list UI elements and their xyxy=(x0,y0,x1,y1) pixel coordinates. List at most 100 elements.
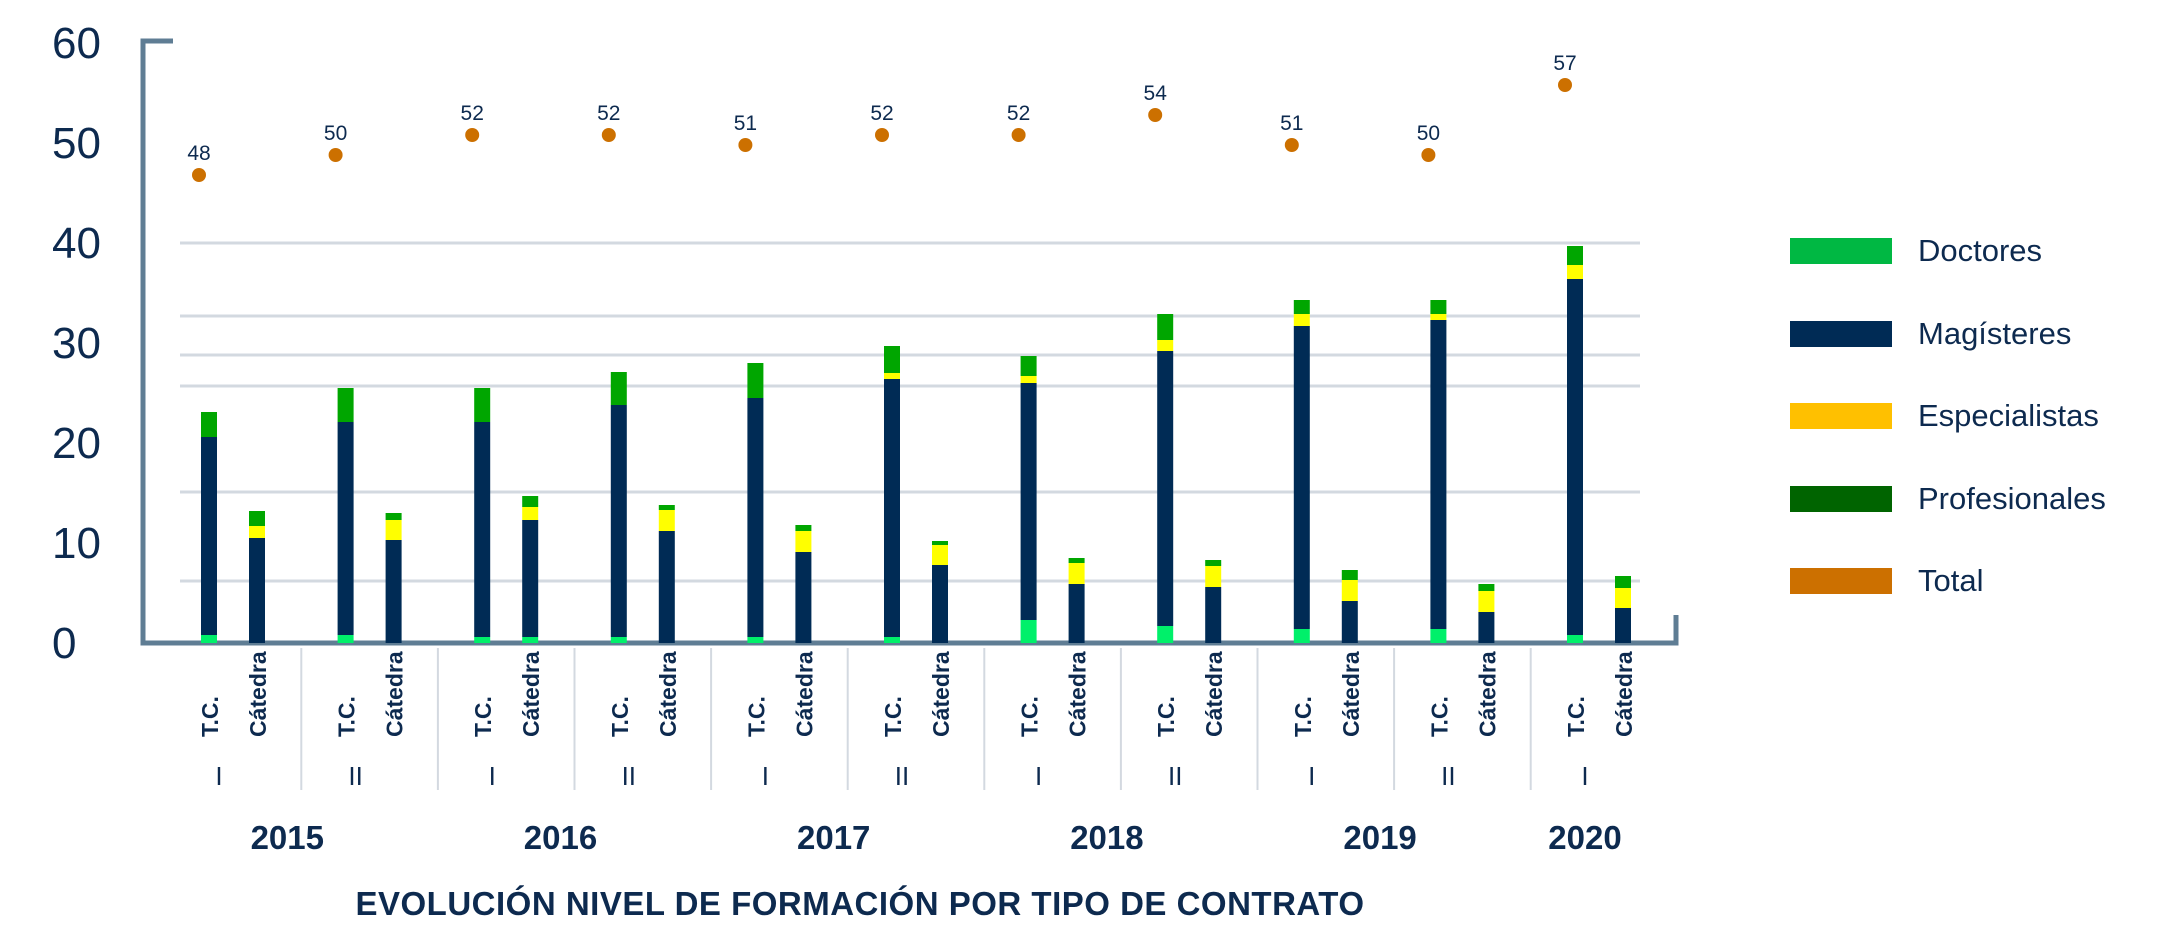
year-label: 2016 xyxy=(524,819,597,856)
semester-label: I xyxy=(1035,761,1042,791)
total-point xyxy=(875,128,889,142)
bar-segment-magisteres xyxy=(932,565,948,643)
bar-segment-magisteres xyxy=(1293,326,1310,629)
bar-segment-magisteres xyxy=(1615,608,1631,643)
semester-label: I xyxy=(215,761,222,791)
y-tick-label: 50 xyxy=(52,119,101,168)
bar-segment-especialistas xyxy=(1430,314,1447,320)
bar-segment-doctores xyxy=(1293,629,1310,643)
bar-segment-magisteres xyxy=(1478,612,1495,643)
bar-segment-doctores xyxy=(1430,629,1447,643)
contract-label: T.C. xyxy=(1290,696,1316,737)
legend-item-doctores: Doctores xyxy=(1790,210,2106,293)
y-tick-label: 60 xyxy=(52,19,101,68)
semester-label: I xyxy=(489,761,496,791)
total-point xyxy=(1284,138,1299,152)
bar-segment-especialistas xyxy=(1068,563,1085,584)
legend-label: Doctores xyxy=(1918,233,2043,269)
contract-label: Cátedra xyxy=(382,651,408,737)
bar-segment-doctores xyxy=(474,637,491,643)
legend-label: Total xyxy=(1918,563,1984,599)
total-data-label: 51 xyxy=(1280,112,1303,135)
contract-label: T.C. xyxy=(1563,696,1589,737)
y-tick-label: 0 xyxy=(52,619,76,668)
bar-segment-magisteres xyxy=(201,437,217,635)
bar-segment-magisteres xyxy=(1205,587,1222,643)
bar-segment-doctores xyxy=(522,637,539,643)
bar-segment-especialistas xyxy=(1205,566,1222,587)
bar-segment-magisteres xyxy=(747,398,764,637)
axis-line xyxy=(140,38,1679,646)
legend-label: Magísteres xyxy=(1918,315,2072,351)
total-data-label: 50 xyxy=(1417,122,1440,145)
bar-segment-profesionales xyxy=(249,511,265,526)
year-label: 2017 xyxy=(797,819,870,856)
total-point xyxy=(465,128,480,142)
bar-segment-profesionales xyxy=(522,496,539,507)
bar-segment-especialistas xyxy=(884,373,900,379)
bar-segment-doctores xyxy=(201,635,217,643)
bar-segment-profesionales xyxy=(610,372,627,405)
bar-segment-profesionales xyxy=(1430,300,1447,314)
total-data-label: 51 xyxy=(734,112,757,135)
y-tick-label: 10 xyxy=(52,519,101,568)
contract-label: Cátedra xyxy=(518,651,544,737)
bar-segment-magisteres xyxy=(385,540,402,643)
bar-segment-doctores xyxy=(1020,620,1037,643)
legend-item-total: Total xyxy=(1790,540,2106,623)
bar-segment-doctores xyxy=(337,635,354,643)
bar-segment-profesionales xyxy=(1293,300,1310,314)
bar-segment-magisteres xyxy=(658,531,675,643)
bar-segment-especialistas xyxy=(1567,265,1583,279)
legend-swatch xyxy=(1790,403,1892,430)
legend: Doctores Magísteres Especialistas Profes… xyxy=(1790,210,2106,623)
contract-label: Cátedra xyxy=(1474,651,1500,737)
bar-segment-magisteres xyxy=(610,405,627,637)
contract-label: T.C. xyxy=(470,696,496,737)
total-data-label: 50 xyxy=(324,122,347,145)
bar-segment-profesionales xyxy=(884,346,900,373)
bar-segment-especialistas xyxy=(1020,376,1037,383)
bar-segment-especialistas xyxy=(249,526,265,538)
bar-segment-especialistas xyxy=(522,507,539,520)
bar-segment-especialistas xyxy=(932,545,948,565)
bar-segment-especialistas xyxy=(1615,588,1631,608)
total-data-label: 52 xyxy=(1007,102,1030,125)
bar-segment-magisteres xyxy=(1567,279,1583,635)
semester-label: I xyxy=(762,761,769,791)
semester-label: II xyxy=(622,761,636,791)
year-label: 2019 xyxy=(1343,819,1416,856)
bar-segment-profesionales xyxy=(1341,570,1358,580)
total-point xyxy=(1421,148,1436,162)
contract-label: T.C. xyxy=(1153,696,1179,737)
bar-segment-especialistas xyxy=(1478,591,1495,612)
bar-segment-magisteres xyxy=(1157,351,1174,626)
total-data-label: 54 xyxy=(1144,82,1168,105)
bar-segment-profesionales xyxy=(385,513,402,520)
total-point xyxy=(601,128,616,142)
contract-label: Cátedra xyxy=(928,651,954,737)
legend-swatch xyxy=(1790,320,1892,347)
total-point xyxy=(1148,108,1163,122)
total-point xyxy=(192,168,206,182)
bar-segment-profesionales xyxy=(1567,246,1583,265)
contract-label: Cátedra xyxy=(1201,651,1227,737)
contract-label: Cátedra xyxy=(1611,651,1637,737)
contract-label: Cátedra xyxy=(655,651,681,737)
bar-segment-magisteres xyxy=(1341,601,1358,643)
bar-segment-magisteres xyxy=(1020,383,1037,620)
total-point xyxy=(1558,78,1572,92)
bar-segment-doctores xyxy=(884,637,900,643)
total-point xyxy=(328,148,343,162)
bar-segment-profesionales xyxy=(337,388,354,422)
semester-label: II xyxy=(1168,761,1182,791)
bar-segment-especialistas xyxy=(658,510,675,531)
total-point xyxy=(738,138,753,152)
year-label: 2015 xyxy=(251,819,324,856)
bar-segment-doctores xyxy=(610,637,627,643)
legend-item-magisteres: Magísteres xyxy=(1790,293,2106,376)
bar-segment-profesionales xyxy=(1157,314,1174,340)
contract-label: T.C. xyxy=(607,696,633,737)
semester-label: II xyxy=(895,761,909,791)
